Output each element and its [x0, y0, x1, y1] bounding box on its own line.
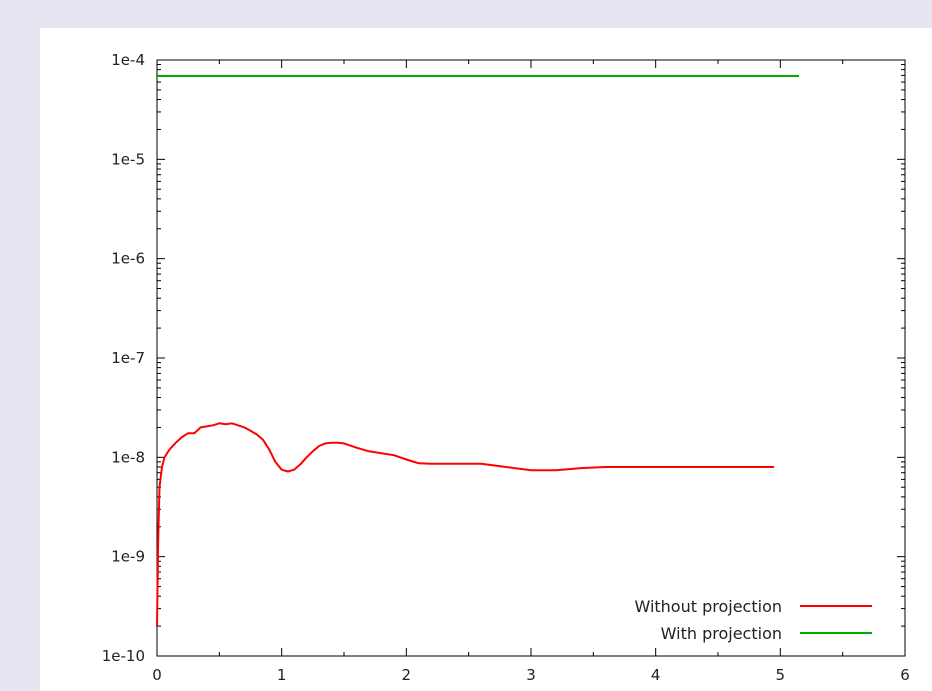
y-tick-label: 1e-10 — [102, 647, 145, 665]
legend-label: With projection — [661, 624, 782, 643]
x-tick-label: 1 — [277, 666, 287, 684]
series-line-without-projection — [156, 422, 775, 627]
x-tick-label: 6 — [900, 666, 910, 684]
plot-frame — [156, 59, 906, 657]
x-tick-label: 2 — [402, 666, 412, 684]
y-tick-label: 1e-6 — [111, 250, 145, 268]
x-tick-label: 0 — [152, 666, 162, 684]
y-tick-label: 1e-8 — [111, 448, 145, 466]
y-tick-label: 1e-5 — [111, 150, 145, 168]
x-tick-label: 5 — [776, 666, 786, 684]
y-tick-label: 1e-4 — [111, 51, 145, 69]
x-tick-label: 3 — [526, 666, 536, 684]
y-tick-label: 1e-7 — [111, 349, 145, 367]
y-tick-label: 1e-9 — [111, 548, 145, 566]
chart-panel: 0 1 2 3 4 5 6 1e-10 1e-9 1e-8 1e-7 1e-6 1e-5 1e-4 With… — [40, 28, 932, 691]
x-tick-label: 4 — [651, 666, 661, 684]
line-chart: 0 1 2 3 4 5 6 1e-10 1e-9 1e-8 1e-7 1e-6 1e-5 1e-4 With… — [102, 51, 910, 684]
legend-label: Without projection — [634, 597, 782, 616]
